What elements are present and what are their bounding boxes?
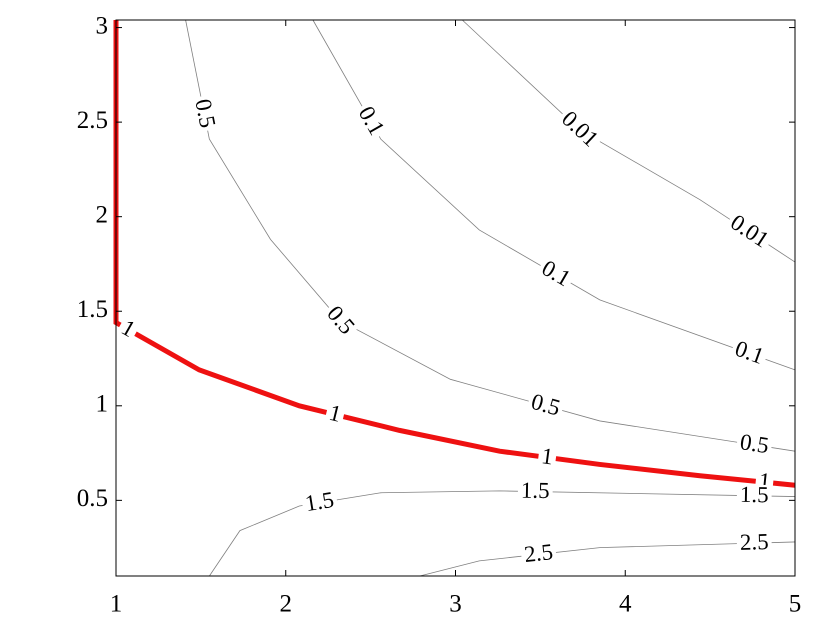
contour-label-bg — [555, 105, 604, 154]
contour-label-bg — [736, 484, 772, 508]
contour-label: 1.5 — [300, 487, 339, 517]
y-tick-label: 2 — [96, 201, 109, 228]
contour-label-text: 1 — [540, 443, 555, 469]
contour-label-text: 0.1 — [354, 102, 390, 139]
contour-label: 2.5 — [736, 529, 772, 555]
contour-label-text: 1.5 — [521, 478, 550, 504]
y-tick-label: 3 — [96, 12, 109, 39]
contour-label-text: 0.5 — [738, 429, 770, 458]
contour-label-bg — [729, 337, 770, 370]
contour-label: 0.5 — [735, 429, 774, 459]
x-tick-label: 3 — [449, 591, 462, 618]
y-tick-label: 2.5 — [77, 107, 108, 134]
contour-label: 0.01 — [555, 105, 604, 154]
contour-label-text: 1.5 — [303, 487, 335, 516]
contour-line — [113, 20, 796, 488]
contour-label-text: 1.5 — [740, 482, 769, 508]
x-tick-label: 2 — [280, 591, 293, 618]
contour-label: 1.5 — [517, 478, 553, 504]
y-tick-label: 1.5 — [77, 296, 108, 323]
contour-label: 1.5 — [736, 482, 772, 508]
contour-label-text: 0.5 — [190, 97, 220, 130]
contour-label: 0.1 — [352, 100, 390, 142]
contour-label: 0.5 — [525, 389, 566, 422]
plot-frame — [115, 19, 796, 577]
contour-label-bg — [735, 431, 774, 459]
contour-label: 1 — [537, 443, 558, 470]
contour-label-bg — [114, 315, 141, 344]
contour-label: 0.01 — [723, 209, 775, 254]
contour-label-bg — [723, 210, 775, 254]
x-tick-label: 1 — [110, 591, 123, 618]
x-tick-label: 5 — [789, 591, 802, 618]
contour-label-bg — [537, 445, 558, 470]
contour-label: 0.1 — [535, 255, 577, 293]
contour-label: 1 — [323, 400, 347, 428]
contour-label-text: 2.5 — [523, 539, 554, 567]
contour-label-text: 0.1 — [538, 255, 575, 291]
contour-lines — [113, 19, 796, 577]
contour-line — [185, 19, 796, 452]
contour-label: 0.1 — [729, 336, 770, 370]
contour-label-bg — [525, 390, 566, 422]
contour-label-bg — [736, 531, 772, 555]
contour-label-bg — [320, 300, 360, 342]
y-tick-label: 1 — [96, 391, 109, 418]
contour-label-bg — [517, 480, 553, 503]
contour-line — [312, 19, 796, 371]
contour-label: 1 — [114, 315, 141, 344]
y-tick-label: 0.5 — [77, 485, 108, 512]
contour-label: 0.5 — [190, 94, 221, 133]
contour-label-text: 2.5 — [739, 529, 768, 555]
contour-label-bg — [300, 489, 339, 517]
contour-label-bg — [535, 256, 577, 293]
contour-label-bg — [352, 100, 389, 142]
contour-label: 2.5 — [520, 539, 558, 568]
contour-line — [209, 490, 796, 577]
contour-label-bg — [323, 401, 347, 428]
contour-label-bg — [520, 541, 558, 568]
axes: 1 2 3 4 50.511.522.53 — [77, 12, 802, 617]
contour-label-bg — [190, 94, 219, 133]
x-tick-label: 4 — [619, 591, 632, 618]
